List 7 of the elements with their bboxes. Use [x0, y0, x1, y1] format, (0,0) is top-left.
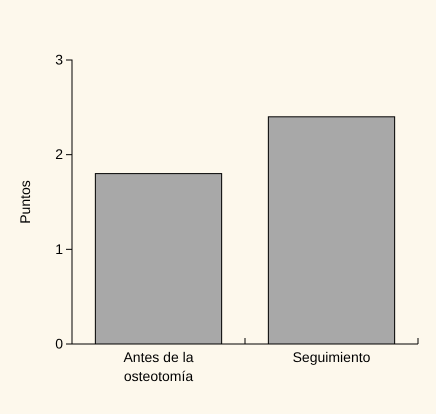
y-tick-label: 2 — [55, 146, 64, 162]
y-axis-title: Puntos — [17, 180, 33, 224]
y-tick-label: 3 — [55, 51, 64, 68]
x-tick-label: Antes de la osteotomía — [123, 349, 194, 384]
y-tick-label: 0 — [55, 335, 64, 352]
x-tick-label: Seguimiento — [292, 349, 371, 365]
y-tick-label: 1 — [55, 240, 64, 257]
